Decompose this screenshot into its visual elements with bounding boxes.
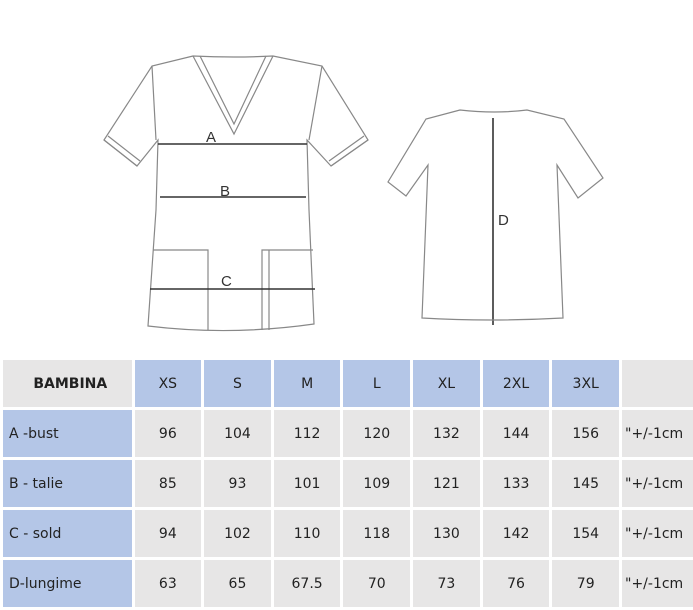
measurement-cell: 154: [552, 510, 620, 557]
size-header: 2XL: [482, 360, 550, 407]
garment-diagram: A B C D: [103, 55, 604, 332]
size-header: 3XL: [552, 360, 620, 407]
size-table: BAMBINA XS S M L XL 2XL 3XL A -bust 96 104…: [0, 357, 693, 610]
measurement-cell: 104: [204, 410, 271, 457]
size-header: XS: [134, 360, 202, 407]
tolerance-cell: "+/-1cm: [622, 560, 693, 607]
table-corner: BAMBINA: [3, 360, 132, 407]
tolerance-cell: "+/-1cm: [622, 460, 693, 507]
tolerance-header: [622, 360, 693, 407]
row-label: A -bust: [3, 410, 132, 457]
row-label: D-lungime: [3, 560, 132, 607]
measurement-cell: 120: [343, 410, 411, 457]
measurement-cell: 85: [134, 460, 202, 507]
measurement-cell: 145: [552, 460, 620, 507]
measurement-cell: 93: [204, 460, 271, 507]
measurement-cell: 70: [343, 560, 411, 607]
measurement-cell: 96: [134, 410, 202, 457]
label-a: A: [206, 129, 216, 146]
measurement-cell: 130: [413, 510, 480, 557]
label-d: D: [498, 212, 509, 229]
measurement-cell: 101: [273, 460, 341, 507]
front-shirt-drawing: [103, 55, 369, 332]
measurement-cell: 63: [134, 560, 202, 607]
measurement-cell: 142: [482, 510, 550, 557]
measurement-cell: 156: [552, 410, 620, 457]
measurement-cell: 133: [482, 460, 550, 507]
table-header-row: BAMBINA XS S M L XL 2XL 3XL: [3, 360, 693, 407]
measurement-cell: 144: [482, 410, 550, 457]
size-header: L: [343, 360, 411, 407]
size-header: M: [273, 360, 341, 407]
measurement-cell: 79: [552, 560, 620, 607]
measurement-cell: 110: [273, 510, 341, 557]
measurement-cell: 94: [134, 510, 202, 557]
tolerance-cell: "+/-1cm: [622, 510, 693, 557]
measurement-cell: 109: [343, 460, 411, 507]
measure-lines: [150, 118, 494, 325]
measurement-cell: 73: [413, 560, 480, 607]
table-row: A -bust 96 104 112 120 132 144 156 "+/-1cm: [3, 410, 693, 457]
table-row: B - talie 85 93 101 109 121 133 145 "+/-1cm: [3, 460, 693, 507]
size-header: S: [204, 360, 271, 407]
row-label: B - talie: [3, 460, 132, 507]
measurement-cell: 67.5: [273, 560, 341, 607]
measurement-cell: 118: [343, 510, 411, 557]
measurement-cell: 76: [482, 560, 550, 607]
tolerance-cell: "+/-1cm: [622, 410, 693, 457]
measurement-cell: 102: [204, 510, 271, 557]
label-b: B: [220, 183, 230, 200]
measurement-cell: 121: [413, 460, 480, 507]
table-row: C - sold 94 102 110 118 130 142 154 "+/-1cm: [3, 510, 693, 557]
measurement-cell: 112: [273, 410, 341, 457]
measurement-cell: 65: [204, 560, 271, 607]
measurement-cell: 132: [413, 410, 480, 457]
table-row: D-lungime 63 65 67.5 70 73 76 79 "+/-1cm: [3, 560, 693, 607]
label-c: C: [221, 273, 232, 290]
back-shirt-drawing: [387, 109, 604, 321]
size-header: XL: [413, 360, 480, 407]
row-label: C - sold: [3, 510, 132, 557]
